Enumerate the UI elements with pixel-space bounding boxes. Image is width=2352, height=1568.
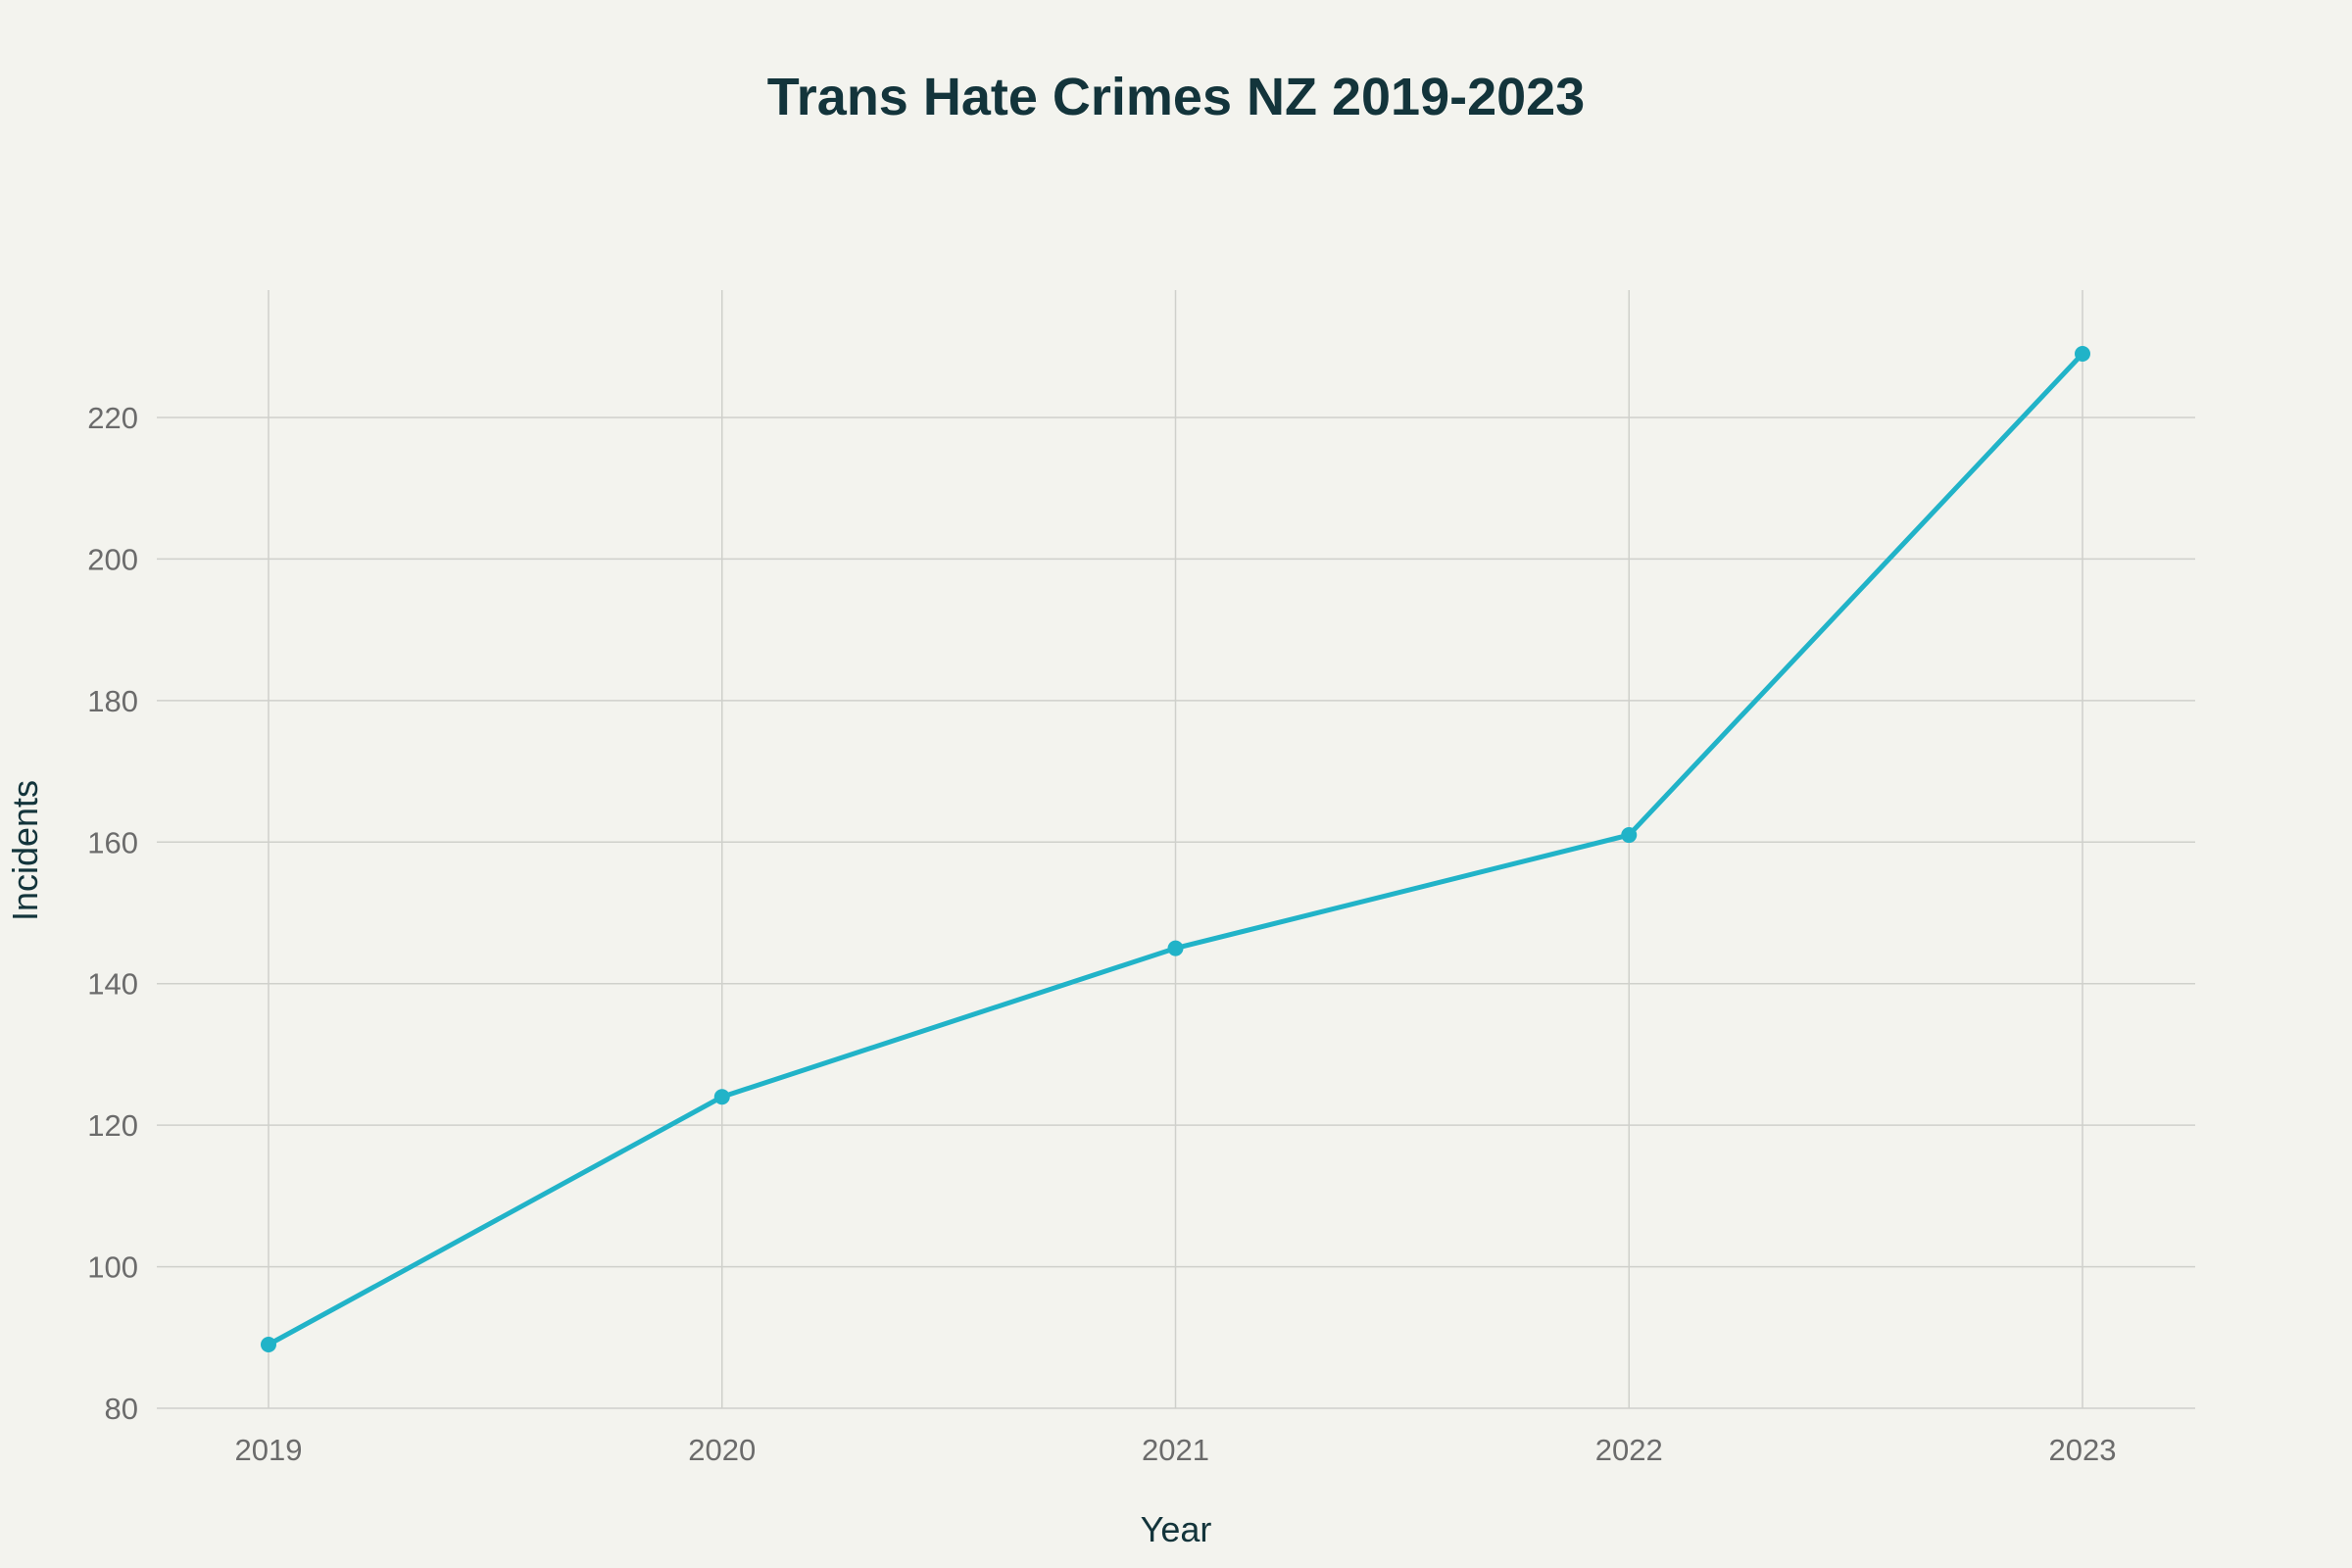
y-tick-label: 200 bbox=[87, 542, 138, 576]
data-point bbox=[261, 1337, 276, 1353]
x-tick-label: 2021 bbox=[1142, 1433, 1209, 1467]
series bbox=[261, 345, 2090, 1353]
x-tick-label: 2019 bbox=[235, 1433, 303, 1467]
grid bbox=[157, 290, 2195, 1409]
axis-ticks: 80 100 120 140 160 180 200 220 2019 2020 2021 2022 2… bbox=[87, 401, 2116, 1467]
y-tick-label: 80 bbox=[105, 1392, 138, 1426]
y-tick-label: 100 bbox=[87, 1250, 138, 1285]
data-point bbox=[2075, 345, 2090, 362]
chart-title: Trans Hate Crimes NZ 2019-2023 bbox=[767, 68, 1585, 126]
data-point bbox=[1167, 940, 1184, 956]
y-tick-label: 180 bbox=[87, 684, 138, 718]
y-tick-label: 160 bbox=[87, 825, 138, 859]
y-axis-title: Incidents bbox=[5, 780, 45, 921]
y-tick-label: 120 bbox=[87, 1108, 138, 1143]
y-tick-label: 220 bbox=[87, 401, 138, 435]
y-tick-label: 140 bbox=[87, 967, 138, 1002]
data-point bbox=[713, 1089, 730, 1105]
x-tick-label: 2022 bbox=[1595, 1433, 1663, 1467]
x-tick-label: 2020 bbox=[688, 1433, 756, 1467]
x-axis-title: Year bbox=[1141, 1509, 1212, 1549]
data-point bbox=[1621, 827, 1638, 844]
x-tick-label: 2023 bbox=[2049, 1433, 2117, 1467]
